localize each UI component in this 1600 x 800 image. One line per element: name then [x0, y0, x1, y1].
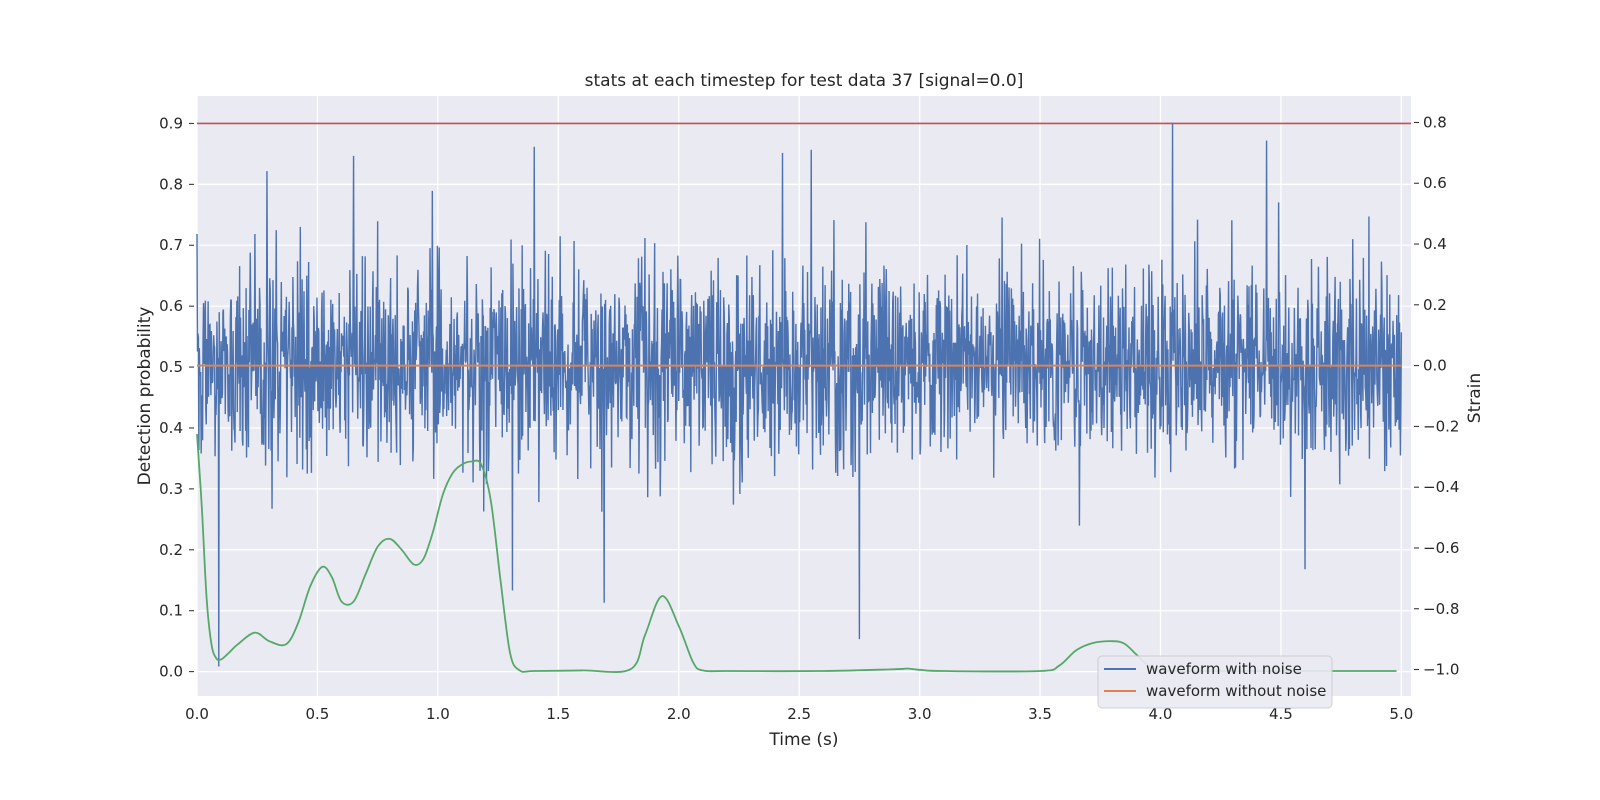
y-right-tick-label: −0.4: [1423, 478, 1459, 496]
y-right-tick-label: −0.2: [1423, 417, 1459, 435]
legend-label-waveform-without-noise: waveform without noise: [1146, 682, 1326, 700]
y-axis-left-ticks: 0.0 0.1 0.2 0.3 0.4 0.5 0.6 0.7 0.8 0.9: [159, 114, 194, 681]
y-left-tick-label: 0.2: [159, 541, 183, 559]
y-axis-left-label: Detection probability: [135, 307, 155, 486]
series-line-waveform-with-noise: [196, 122, 1403, 667]
y-right-tick-label: 0.8: [1423, 113, 1447, 131]
y-right-tick-label: −0.8: [1423, 600, 1459, 618]
x-tick-label: 2.5: [787, 705, 811, 723]
y-right-tick-label: 0.2: [1423, 296, 1447, 314]
x-tick-label: 3.5: [1028, 705, 1052, 723]
legend-box: [1097, 655, 1333, 709]
y-right-tick-label: 0.6: [1423, 174, 1447, 192]
x-tick-label: 0.5: [306, 705, 330, 723]
y-left-tick-label: 0.0: [159, 663, 183, 681]
y-right-tick-label: 0.0: [1423, 357, 1447, 375]
y-left-tick-label: 0.6: [159, 297, 183, 315]
legend: waveform with noise waveform without noi…: [1097, 655, 1333, 709]
series-line-detection-probability: [196, 434, 1397, 673]
y-left-tick-label: 0.3: [159, 480, 183, 498]
legend-label-waveform-with-noise: waveform with noise: [1146, 660, 1302, 678]
y-left-tick-label: 0.9: [159, 114, 183, 132]
x-tick-label: 3.0: [908, 705, 932, 723]
x-tick-label: 5.0: [1389, 705, 1413, 723]
y-right-tick-label: −0.6: [1423, 539, 1459, 557]
y-right-tick-label: 0.4: [1423, 235, 1447, 253]
x-tick-label: 0.0: [185, 705, 209, 723]
y-left-tick-label: 0.5: [159, 358, 183, 376]
x-axis-ticks: 0.0 0.5 1.0 1.5 2.0 2.5 3.0 3.5 4.0 4.5 5.0: [185, 705, 1413, 723]
y-axis-right-ticks: −1.0 −0.8 −0.6 −0.4 −0.2 0.0 0.2 0.4 0.6 0.8: [1414, 113, 1459, 679]
x-tick-label: 1.5: [546, 705, 570, 723]
x-axis-label: Time (s): [768, 730, 838, 750]
y-axis-right-label: Strain: [1465, 373, 1485, 423]
x-tick-label: 2.0: [667, 705, 691, 723]
x-tick-label: 4.5: [1269, 705, 1293, 723]
y-left-tick-label: 0.4: [159, 419, 183, 437]
y-left-tick-label: 0.7: [159, 236, 183, 254]
x-tick-label: 4.0: [1149, 705, 1173, 723]
y-right-tick-label: −1.0: [1423, 661, 1459, 679]
x-tick-label: 1.0: [426, 705, 450, 723]
chart-title: stats at each timestep for test data 37 …: [585, 71, 1024, 91]
series-layer: [196, 122, 1411, 673]
y-left-tick-label: 0.1: [159, 602, 183, 620]
y-left-tick-label: 0.8: [159, 175, 183, 193]
